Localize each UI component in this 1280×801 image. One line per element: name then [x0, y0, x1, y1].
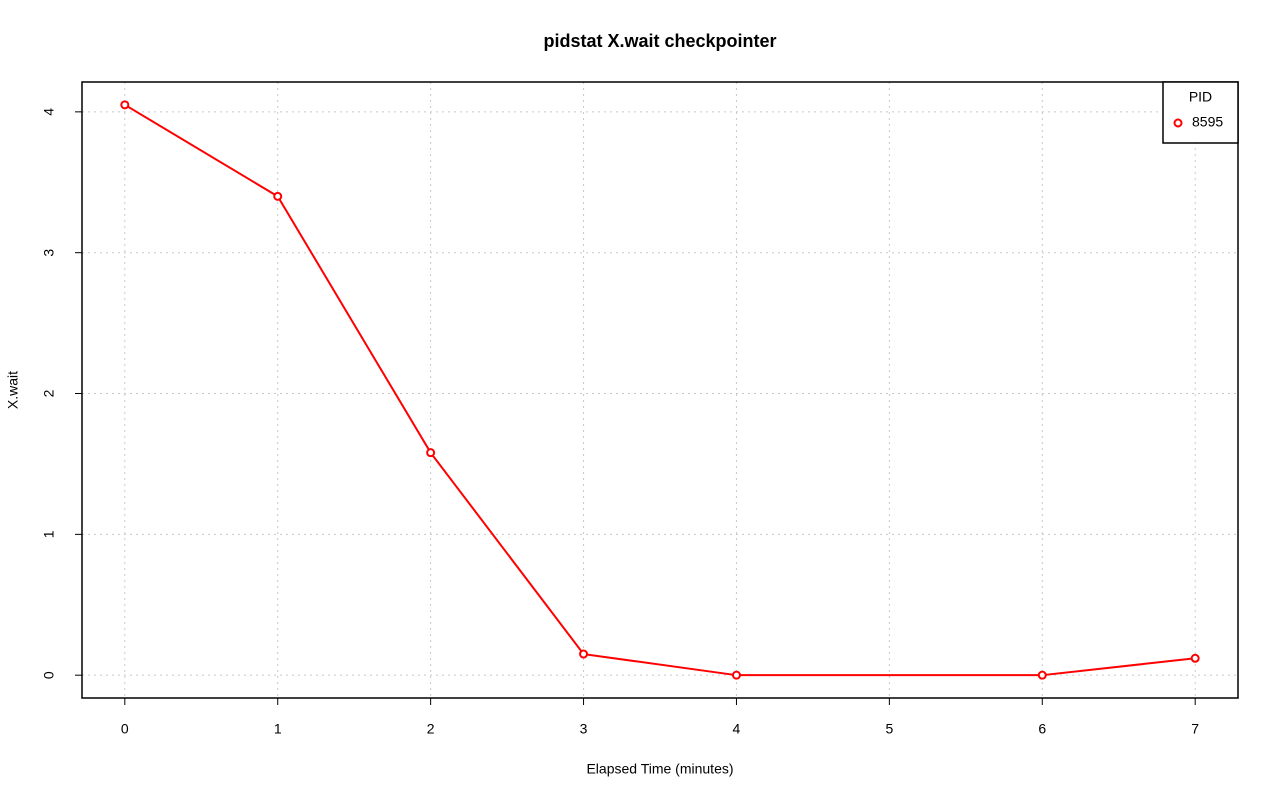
x-tick-label: 0	[121, 721, 129, 737]
x-tick-label: 5	[885, 721, 893, 737]
point	[731, 670, 741, 680]
point	[1190, 653, 1200, 663]
point	[120, 100, 130, 110]
y-tick-label: 2	[41, 389, 57, 397]
y-tick-label: 1	[41, 530, 57, 538]
y-tick-label: 0	[41, 671, 57, 679]
x-tick-label: 2	[427, 721, 435, 737]
legend-label: 8595	[1192, 114, 1223, 130]
y-tick-label: 4	[41, 108, 57, 116]
line	[124, 103, 1196, 677]
chart-title: pidstat X.wait checkpointer	[543, 31, 776, 51]
y-axis-label: X.wait	[5, 371, 21, 409]
x-tick-label: 7	[1191, 721, 1199, 737]
legend-box	[1162, 81, 1239, 144]
plot-frame	[81, 81, 1239, 699]
point	[273, 191, 283, 201]
point	[1037, 670, 1047, 680]
legend-marker	[1173, 118, 1183, 128]
legend-title: PID	[1189, 89, 1212, 105]
x-tick-label: 1	[274, 721, 282, 737]
x-tick-label: 4	[733, 721, 741, 737]
x-axis-label: Elapsed Time (minutes)	[586, 761, 733, 777]
x-tick-label: 6	[1038, 721, 1046, 737]
point	[579, 649, 589, 659]
point	[426, 448, 436, 458]
y-tick-label: 3	[41, 249, 57, 257]
x-tick-label: 3	[580, 721, 588, 737]
